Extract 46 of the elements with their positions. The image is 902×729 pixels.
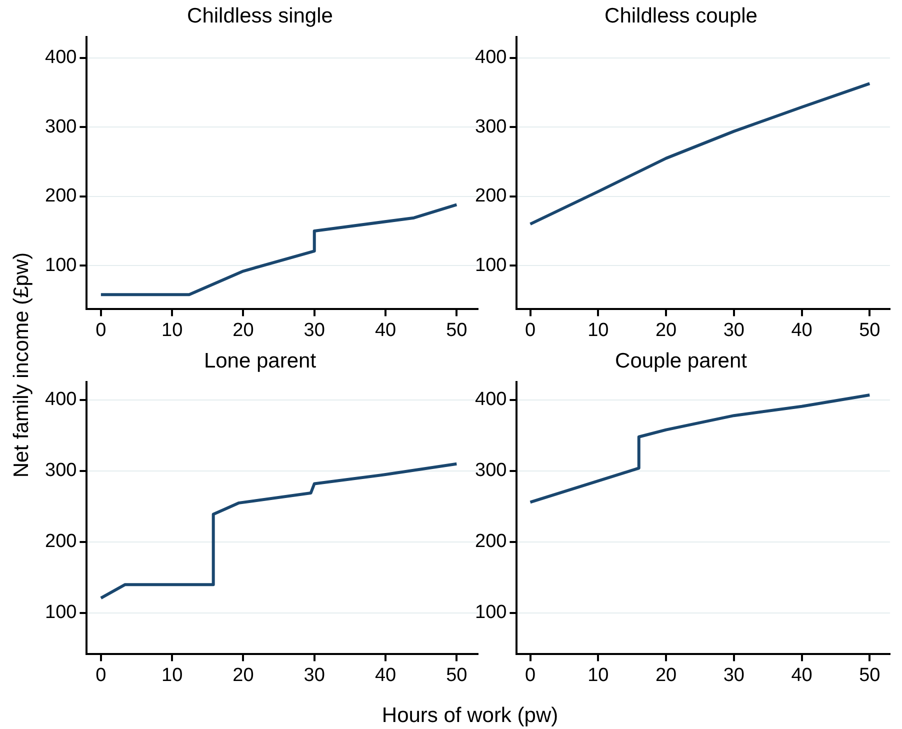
y-tick-label: 400	[45, 47, 77, 68]
y-tick-label: 100	[475, 602, 507, 624]
chart-title: Couple parent	[615, 349, 748, 372]
x-tick-label: 40	[374, 664, 396, 686]
x-tick-label: 10	[588, 664, 609, 686]
x-tick-label: 50	[859, 664, 880, 686]
x-tick-label: 0	[524, 320, 536, 341]
y-tick-label: 100	[45, 254, 77, 276]
y-tick-label: 200	[475, 531, 507, 552]
x-tick-label: 0	[96, 320, 106, 341]
x-tick-label: 40	[374, 320, 396, 341]
x-tick-label: 30	[723, 320, 744, 341]
x-tick-label: 20	[232, 320, 254, 341]
y-tick-label: 300	[45, 460, 77, 482]
x-tick-label: 0	[96, 664, 106, 686]
x-tick-label: 50	[446, 664, 468, 686]
y-tick-label: 300	[475, 116, 507, 138]
y-tick-label: 400	[45, 389, 77, 410]
y-tick-label: 200	[45, 186, 77, 207]
x-tick-label: 50	[859, 320, 880, 341]
x-tick-label: 10	[162, 664, 183, 686]
x-tick-label: 10	[588, 320, 609, 341]
y-tick-label: 100	[45, 602, 77, 624]
y-tick-label: 400	[475, 47, 507, 68]
x-tick-label: 40	[791, 664, 812, 686]
x-tick-label: 0	[524, 664, 536, 686]
y-axis-title: Net family income (£pw)	[10, 252, 34, 478]
x-tick-label: 30	[723, 664, 744, 686]
y-tick-label: 400	[475, 389, 507, 410]
x-tick-label: 40	[791, 320, 812, 341]
chart-title: Lone parent	[204, 349, 316, 372]
x-tick-label: 30	[304, 664, 325, 686]
y-tick-label: 300	[45, 116, 77, 138]
chart-title: Childless couple	[604, 4, 758, 28]
x-axis-title: Hours of work (pw)	[382, 704, 558, 728]
x-tick-label: 30	[304, 320, 325, 341]
y-tick-label: 100	[475, 254, 507, 276]
x-tick-label: 50	[446, 320, 468, 341]
x-tick-label: 20	[655, 320, 677, 341]
x-tick-label: 10	[162, 320, 183, 341]
y-tick-label: 200	[45, 531, 77, 552]
x-tick-label: 20	[655, 664, 677, 686]
y-tick-label: 300	[475, 460, 507, 482]
chart-title: Childless single	[187, 4, 333, 28]
x-tick-label: 20	[232, 664, 254, 686]
y-tick-label: 200	[475, 186, 507, 207]
